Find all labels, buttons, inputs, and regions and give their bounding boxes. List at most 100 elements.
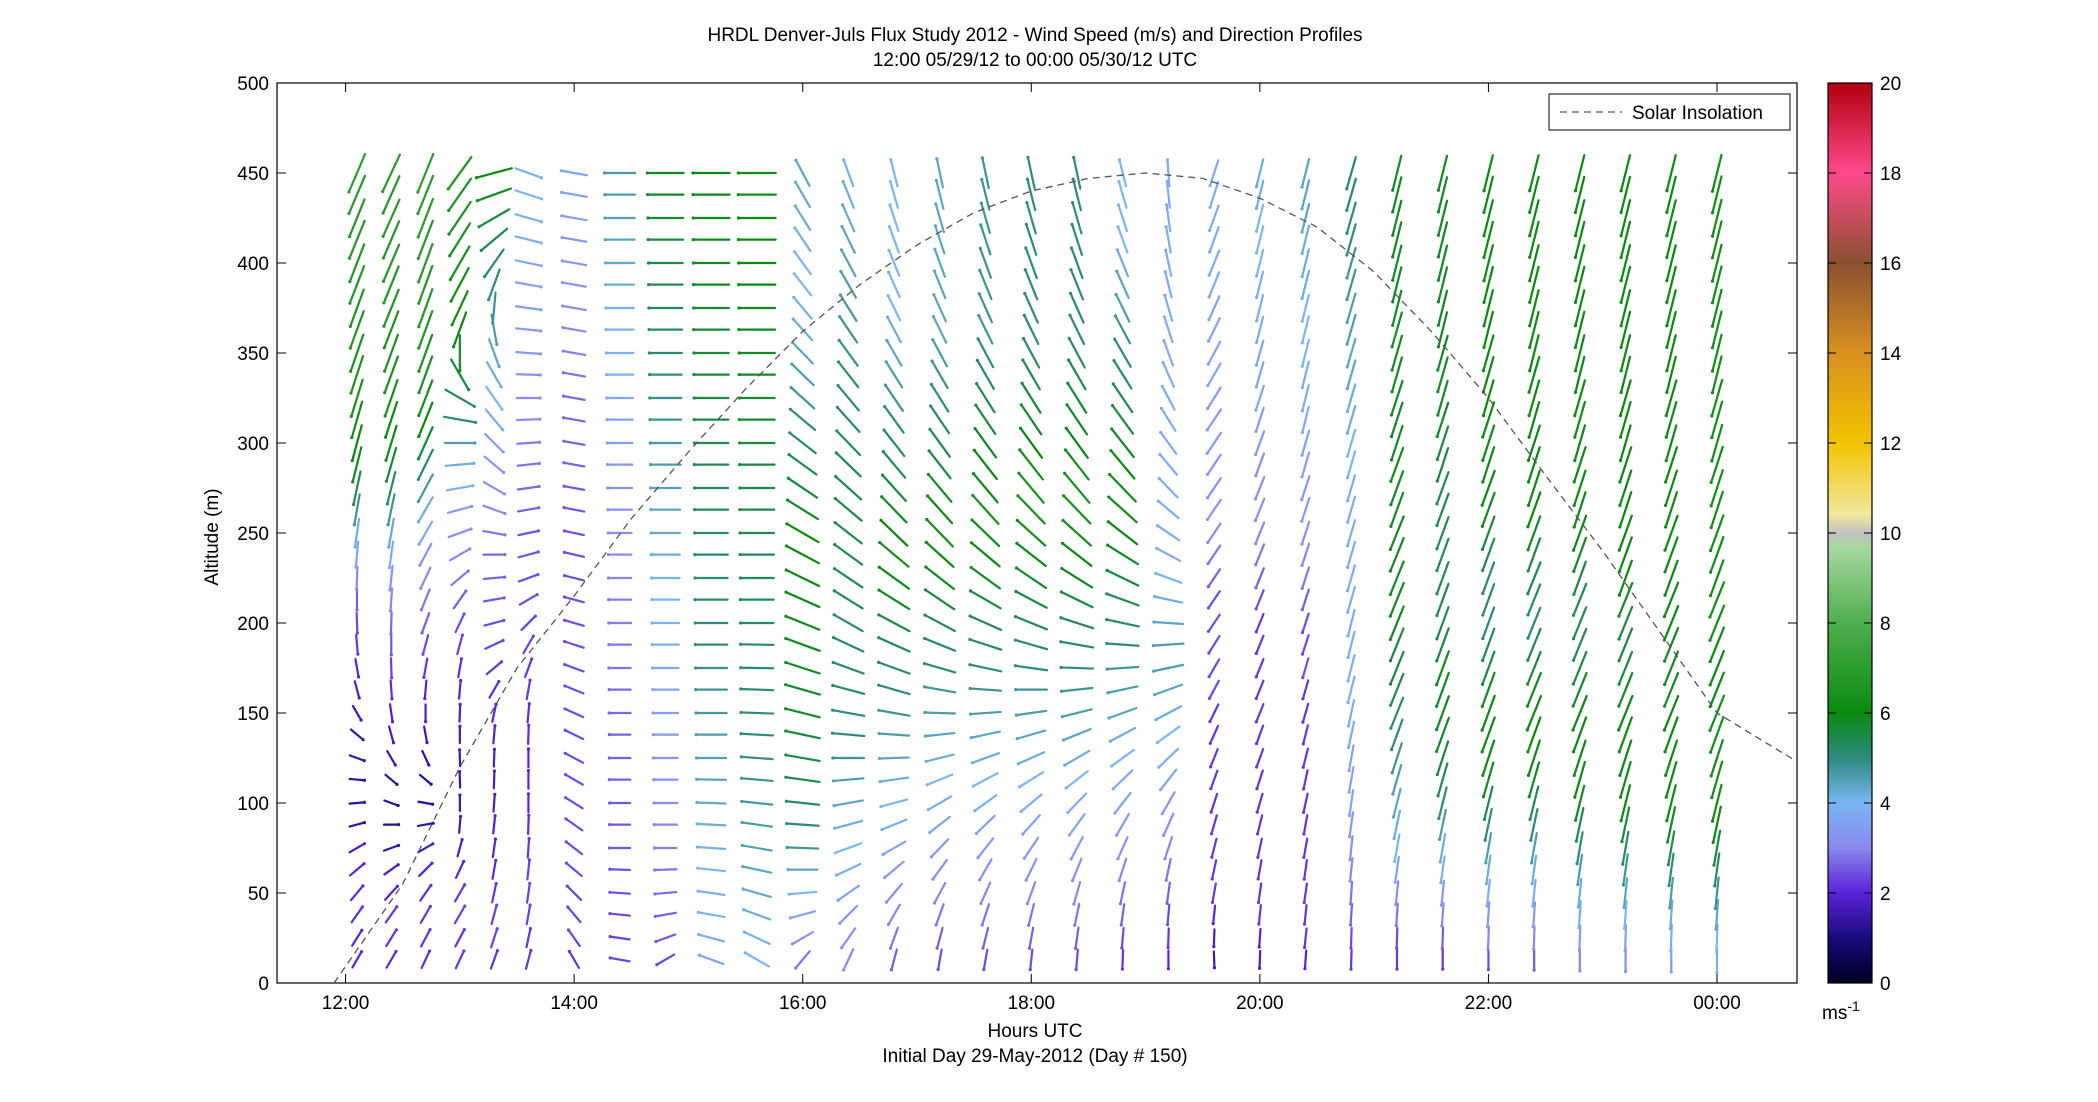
wind-vector [1162, 339, 1175, 367]
wind-vector [790, 386, 816, 410]
wind-vector-head [1573, 435, 1577, 439]
wind-vector [1526, 606, 1542, 640]
wind-vector [381, 198, 401, 238]
wind-vector-head [501, 638, 505, 643]
wind-vector [517, 573, 539, 583]
wind-vector [1389, 605, 1405, 641]
wind-vector [1572, 560, 1587, 596]
wind-vector-head [1013, 638, 1018, 642]
wind-vector [1016, 519, 1047, 547]
wind-vector [970, 541, 1001, 568]
wind-vector [981, 903, 991, 927]
wind-vector-head [348, 301, 352, 305]
wind-vector [1708, 604, 1726, 642]
wind-vector-head [419, 608, 424, 612]
wind-vector-head [561, 394, 566, 398]
wind-vector-head [1347, 768, 1351, 773]
wind-vector-head [503, 553, 507, 557]
wind-vector-head [833, 496, 837, 501]
wind-vector-head [784, 590, 788, 594]
wind-vector-head [350, 459, 354, 463]
wind-vector [516, 462, 541, 467]
wind-vector [347, 152, 367, 194]
wind-vector-head [1254, 385, 1258, 389]
wind-vector-head [608, 911, 612, 916]
wind-vector [882, 428, 906, 458]
wind-vector-head [1528, 369, 1532, 373]
wind-vector-head [877, 565, 881, 569]
wind-vector [1527, 537, 1542, 573]
wind-vector-head [382, 346, 386, 350]
colorbar-tick-label: 8 [1880, 614, 1891, 635]
wind-vector [564, 752, 585, 764]
wind-vector [417, 197, 434, 239]
wind-vector-head [1619, 390, 1623, 394]
wind-vector [1620, 154, 1632, 192]
wind-vector [417, 496, 434, 523]
wind-vector-head [1301, 720, 1305, 724]
wind-vector-head [880, 473, 885, 477]
wind-vector-head [1436, 233, 1440, 237]
wind-vector-head [450, 323, 454, 327]
wind-vector-head [1571, 750, 1576, 754]
wind-vector-head [566, 905, 570, 909]
x-tick-label: 16:00 [779, 993, 827, 1014]
wind-vector [350, 378, 364, 418]
wind-vector-head [464, 589, 468, 593]
wind-vector [1255, 361, 1265, 388]
wind-vector-head [741, 864, 745, 869]
wind-vector-head [535, 592, 539, 597]
wind-vector-head [833, 520, 837, 525]
wind-vector [1165, 881, 1171, 905]
wind-vector [1710, 739, 1724, 777]
wind-vector-head [1711, 840, 1715, 845]
wind-vector [1481, 627, 1496, 662]
wind-vector-head [877, 660, 881, 664]
wind-vector [742, 908, 772, 921]
wind-vector [1106, 544, 1139, 566]
wind-vector [1526, 627, 1542, 662]
wind-vector [1255, 225, 1265, 254]
wind-vector-head [1389, 726, 1393, 730]
wind-vector [1346, 654, 1356, 682]
wind-vector [1435, 492, 1450, 527]
wind-vector [355, 633, 359, 656]
wind-vector-head [608, 846, 612, 850]
wind-vector-head [462, 949, 466, 953]
wind-vector [562, 349, 587, 357]
wind-vector [833, 521, 863, 545]
wind-vector [785, 822, 820, 827]
wind-vector-head [394, 949, 398, 954]
wind-vector [1254, 475, 1266, 501]
wind-vector [933, 269, 947, 300]
wind-vector-head [1018, 448, 1022, 452]
wind-vector-head [1070, 878, 1075, 883]
wind-vector-head [696, 910, 700, 914]
wind-vector [518, 593, 539, 606]
wind-vector [789, 910, 817, 920]
wind-vector-head [1059, 616, 1063, 620]
wind-vector-head [458, 814, 463, 819]
wind-vector-head [1440, 946, 1444, 951]
wind-vector [457, 679, 462, 700]
wind-vector-head [929, 382, 933, 387]
wind-vector [1663, 694, 1680, 732]
wind-vector-head [449, 299, 453, 303]
wind-vector-head [1391, 233, 1395, 237]
wind-vector [1301, 657, 1310, 679]
wind-vector-head [646, 216, 650, 220]
wind-vector-head [356, 652, 360, 656]
wind-vector-head [1024, 246, 1028, 250]
wind-vector [1482, 334, 1495, 372]
wind-vector-head [1395, 946, 1399, 950]
wind-vector-head [1481, 368, 1485, 373]
wind-vector [1571, 694, 1588, 732]
wind-vector-head [1209, 786, 1213, 791]
wind-vector-head [562, 506, 566, 510]
wind-vector-head [1254, 651, 1258, 656]
wind-vector-head [1526, 750, 1530, 754]
wind-vector [1572, 514, 1588, 552]
wind-vector-head [695, 777, 699, 781]
wind-vector [1300, 475, 1311, 501]
wind-vector-head [1486, 968, 1491, 972]
